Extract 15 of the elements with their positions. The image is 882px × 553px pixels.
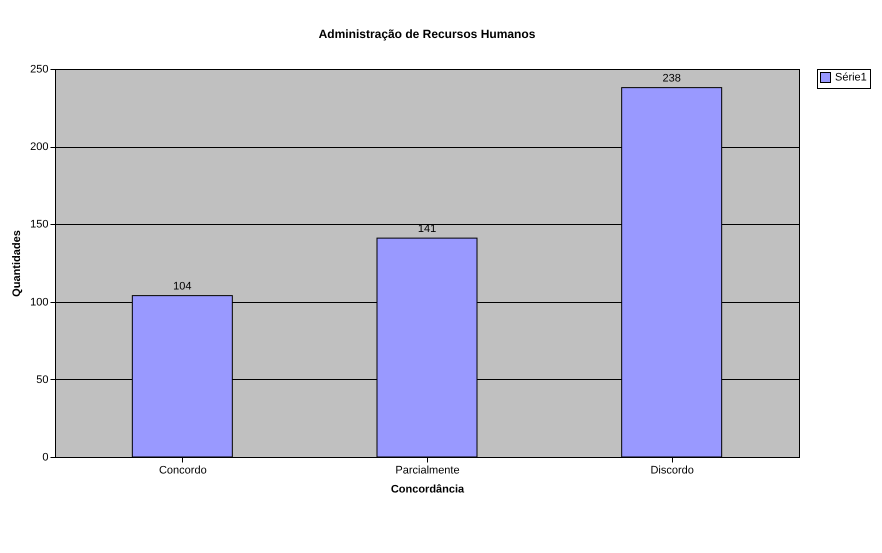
data-label: 238	[662, 72, 681, 85]
y-axis-title: Quantidades	[11, 230, 24, 297]
x-axis-title: Concordância	[390, 484, 466, 496]
x-tick-label: Parcialmente	[395, 464, 460, 476]
data-label: 104	[173, 280, 192, 293]
x-tick-label: Discordo	[650, 464, 694, 476]
y-tick-label: 100	[30, 296, 48, 308]
y-tick-label: 250	[30, 64, 48, 76]
y-tick-label: 50	[36, 374, 48, 386]
y-tick-label: 150	[30, 218, 48, 231]
y-tick-label: 0	[42, 452, 48, 464]
y-tick-label: 200	[30, 141, 48, 154]
chart-title: Administração de Recursos Humanos	[318, 27, 536, 41]
x-tick-label: Concordo	[158, 464, 207, 476]
legend-label: Série1	[835, 72, 867, 84]
